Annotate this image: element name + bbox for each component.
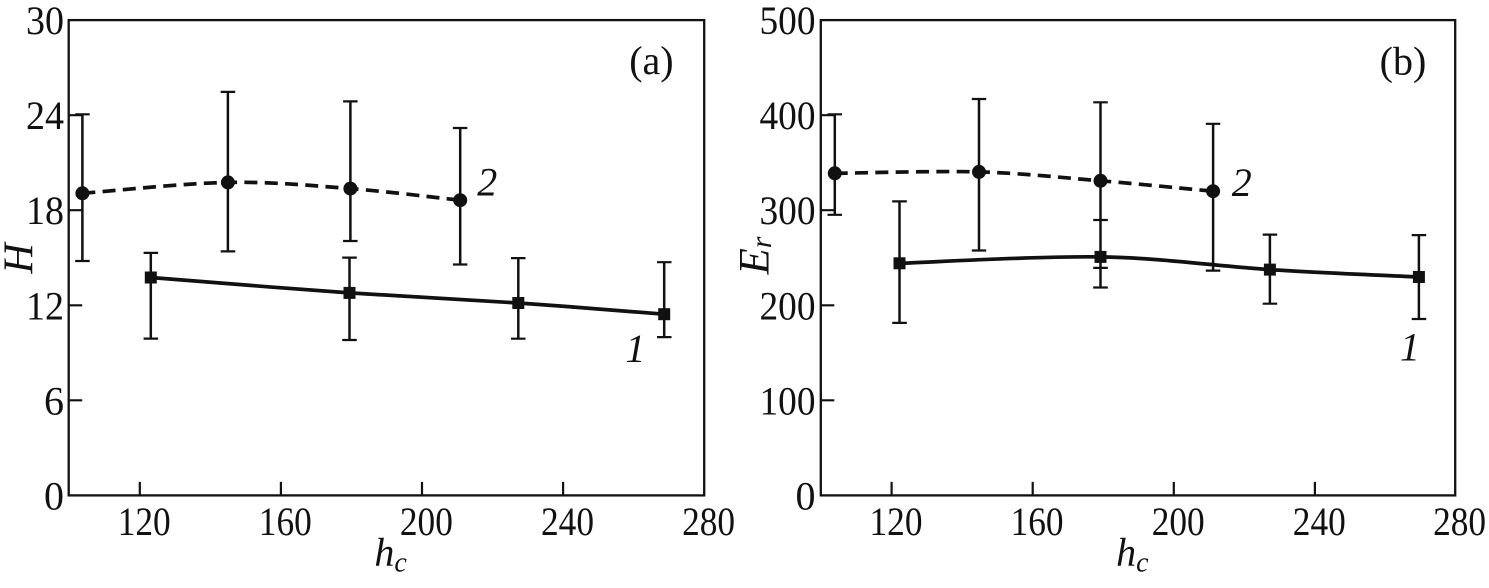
svg-text:2: 2 — [1232, 160, 1252, 205]
svg-text:100: 100 — [760, 378, 816, 423]
svg-text:(a): (a) — [629, 38, 673, 83]
svg-text:24: 24 — [26, 93, 64, 138]
svg-text:120: 120 — [118, 499, 171, 544]
svg-text:1: 1 — [625, 326, 645, 371]
svg-text:120: 120 — [870, 499, 923, 544]
svg-text:(b): (b) — [1380, 38, 1427, 83]
svg-text:160: 160 — [259, 499, 312, 544]
svg-text:H: H — [0, 241, 43, 275]
svg-text:160: 160 — [1011, 499, 1064, 544]
svg-text:6: 6 — [44, 378, 64, 423]
svg-text:hc: hc — [1116, 530, 1149, 579]
svg-text:2: 2 — [477, 159, 497, 204]
svg-text:200: 200 — [760, 283, 816, 328]
svg-text:0: 0 — [44, 473, 64, 518]
svg-text:12: 12 — [26, 283, 64, 328]
svg-text:18: 18 — [26, 188, 64, 233]
svg-text:240: 240 — [541, 499, 594, 544]
svg-text:200: 200 — [1152, 499, 1205, 544]
svg-text:500: 500 — [760, 0, 816, 43]
svg-text:280: 280 — [1433, 499, 1486, 544]
svg-text:1: 1 — [1400, 324, 1420, 369]
svg-text:0: 0 — [796, 473, 816, 518]
svg-text:200: 200 — [400, 499, 453, 544]
svg-text:Er: Er — [732, 236, 779, 275]
svg-text:240: 240 — [1293, 499, 1346, 544]
svg-text:280: 280 — [682, 499, 735, 544]
svg-text:400: 400 — [760, 93, 816, 138]
svg-text:300: 300 — [760, 188, 816, 233]
svg-text:30: 30 — [26, 0, 64, 43]
